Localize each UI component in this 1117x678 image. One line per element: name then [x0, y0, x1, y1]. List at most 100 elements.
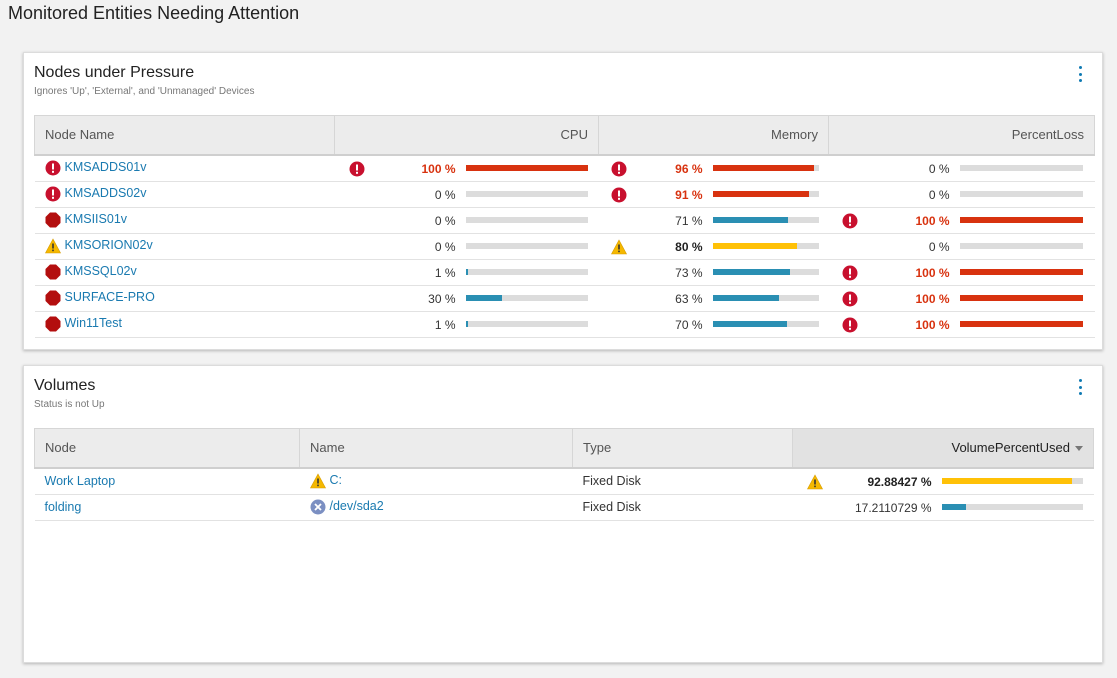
- widget-title: Volumes: [34, 377, 96, 394]
- cpu-cell: 0 %: [334, 181, 599, 208]
- percent-loss-cell-wrap: 0 %: [829, 234, 1095, 259]
- table-row: KMSIIS01v 0 % 71 % 100 %: [34, 207, 1095, 234]
- percent-loss-cell-bar: [959, 190, 1083, 197]
- node-link[interactable]: KMSADDS01v: [64, 160, 147, 175]
- memory-cell: 71 %: [598, 207, 829, 234]
- percent-loss-cell-bar: [959, 164, 1083, 171]
- percent-loss-cell: 0 %: [828, 233, 1095, 260]
- widget-title: Nodes under Pressure: [34, 64, 195, 81]
- memory-cell-bar: [712, 242, 819, 249]
- warning-triangle-icon: [806, 473, 823, 490]
- volume-type-cell: Fixed Disk: [572, 494, 793, 521]
- percent-loss-cell-wrap: 0 %: [829, 156, 1095, 181]
- critical-alert-icon: [842, 213, 858, 229]
- table-row: KMSADDS01v 100 % 96 % 0 %: [34, 154, 1095, 182]
- cpu-cell-wrap: 1 %: [335, 312, 599, 337]
- down-octagon-icon: [45, 290, 61, 306]
- volume-percent-used-cell: 92.88427 %: [792, 467, 1094, 495]
- percent-loss-cell: 100 %: [828, 311, 1095, 338]
- volumes-widget: Volumes Status is not Up Node Name Type …: [23, 365, 1103, 663]
- critical-alert-icon: [45, 160, 61, 176]
- volume-percent-used-cell-value: 17.2110729 %: [854, 500, 932, 515]
- percent-loss-cell-wrap: 0 %: [829, 182, 1095, 207]
- cpu-cell-value: 30 %: [428, 291, 456, 306]
- cpu-cell-bar: [465, 320, 588, 327]
- percent-loss-cell-bar-fill: [959, 294, 1083, 301]
- node-name-cell: KMSADDS02v: [34, 181, 335, 208]
- critical-alert-icon: [611, 161, 627, 177]
- percent-loss-cell-bar-fill: [959, 216, 1083, 223]
- memory-cell: 63 %: [598, 285, 829, 312]
- column-header-percent-loss[interactable]: PercentLoss: [828, 115, 1095, 156]
- widget-subtitle: Status is not Up: [34, 399, 105, 410]
- memory-cell-bar-fill: [712, 190, 809, 197]
- volume-percent-used-cell-wrap: 17.2110729 %: [793, 495, 1094, 520]
- node-name-cell: KMSSQL02v: [34, 259, 335, 286]
- nodes-table: Node Name CPU Memory PercentLoss KMSADDS…: [34, 115, 1095, 338]
- memory-cell-bar-fill: [712, 320, 787, 327]
- memory-cell-value: 70 %: [675, 317, 703, 332]
- memory-cell-bar: [712, 190, 819, 197]
- column-header-memory[interactable]: Memory: [598, 115, 829, 156]
- memory-cell-bar: [712, 216, 819, 223]
- column-header-node[interactable]: Node: [34, 428, 300, 469]
- volumes-table: Node Name Type VolumePercentUsed Work La…: [34, 428, 1094, 521]
- percent-loss-cell-wrap: 100 %: [829, 208, 1095, 233]
- more-options-icon[interactable]: [1076, 66, 1084, 82]
- percent-loss-cell-value: 100 %: [915, 317, 950, 332]
- memory-cell-bar: [712, 164, 819, 171]
- column-header-volume-percent-used[interactable]: VolumePercentUsed: [792, 428, 1094, 469]
- node-name-cell: KMSIIS01v: [34, 207, 335, 234]
- node-name-cell: Win11Test: [34, 311, 335, 338]
- cpu-cell-wrap: 100 %: [335, 156, 599, 181]
- percent-loss-cell: 100 %: [828, 259, 1095, 286]
- percent-loss-cell-bar: [959, 294, 1083, 301]
- cpu-cell-bar-fill: [465, 164, 588, 171]
- node-link[interactable]: KMSADDS02v: [64, 186, 147, 201]
- volume-node-link[interactable]: folding: [44, 500, 82, 514]
- node-link[interactable]: KMSIIS01v: [64, 212, 128, 227]
- down-octagon-icon: [45, 264, 61, 280]
- percent-loss-cell-bar: [959, 216, 1083, 223]
- node-link[interactable]: KMSSQL02v: [64, 264, 137, 279]
- memory-cell-bar: [712, 320, 819, 327]
- volume-name-link[interactable]: /dev/sda2: [329, 499, 384, 514]
- critical-alert-icon: [611, 187, 627, 203]
- memory-cell-bar-fill: [712, 216, 788, 223]
- volume-name-link[interactable]: C:: [329, 473, 343, 488]
- percent-loss-cell: 0 %: [828, 154, 1095, 182]
- cpu-cell-value: 0 %: [434, 239, 456, 254]
- sort-descending-icon: [1075, 446, 1083, 452]
- table-row: KMSADDS02v 0 % 91 % 0 %: [34, 181, 1095, 208]
- cpu-cell-bar-fill: [465, 294, 503, 301]
- volume-percent-used-cell-value: 92.88427 %: [867, 474, 932, 489]
- memory-cell-value: 91 %: [675, 187, 703, 202]
- volume-percent-used-cell-bar-fill: [941, 477, 1073, 484]
- unknown-x-icon: [310, 499, 326, 515]
- more-options-icon[interactable]: [1076, 379, 1084, 395]
- node-link[interactable]: SURFACE-PRO: [64, 290, 155, 305]
- percent-loss-cell-value: 100 %: [915, 213, 950, 228]
- percent-loss-cell: 100 %: [828, 207, 1095, 234]
- cpu-cell: 1 %: [334, 259, 599, 286]
- column-header-cpu[interactable]: CPU: [334, 115, 599, 156]
- column-header-name[interactable]: Name: [299, 428, 573, 469]
- percent-loss-cell-bar-fill: [959, 320, 1083, 327]
- node-link[interactable]: Win11Test: [64, 316, 122, 331]
- cpu-cell-bar: [465, 190, 588, 197]
- column-header-type[interactable]: Type: [572, 428, 793, 469]
- cpu-cell-value: 0 %: [434, 187, 456, 202]
- volume-node-link[interactable]: Work Laptop: [44, 474, 116, 488]
- memory-cell-wrap: 63 %: [599, 286, 829, 311]
- node-link[interactable]: KMSORION02v: [64, 238, 153, 253]
- percent-loss-cell-value: 0 %: [928, 161, 950, 176]
- memory-cell: 96 %: [598, 154, 829, 182]
- column-header-node-name[interactable]: Node Name: [34, 115, 335, 156]
- table-row: Win11Test 1 % 70 % 100 %: [34, 311, 1095, 338]
- memory-cell-wrap: 73 %: [599, 260, 829, 285]
- volume-percent-used-cell-bar-fill: [941, 503, 966, 510]
- memory-cell-value: 96 %: [675, 161, 703, 176]
- memory-cell-wrap: 96 %: [599, 156, 829, 181]
- percent-loss-cell-value: 100 %: [915, 291, 950, 306]
- cpu-cell: 100 %: [334, 154, 599, 182]
